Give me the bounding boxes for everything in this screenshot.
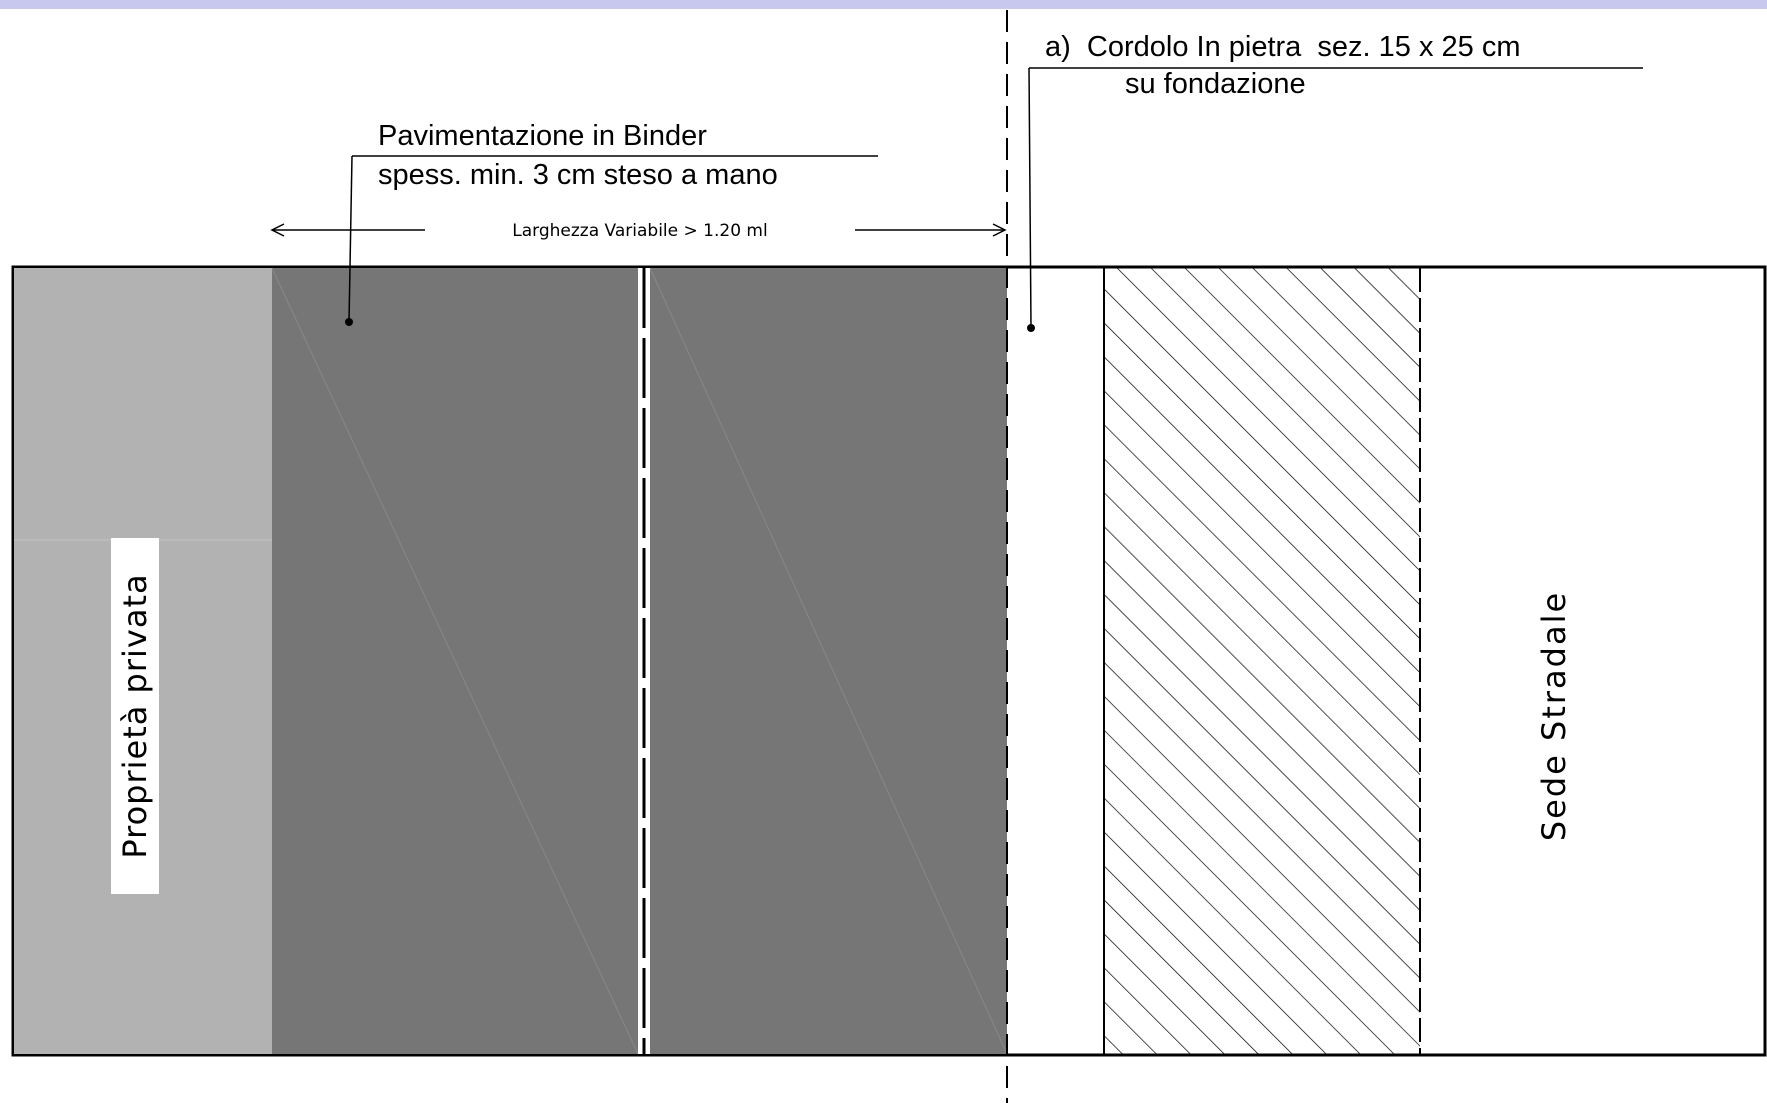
binder-label-line2: spess. min. 3 cm steso a mano — [378, 159, 778, 191]
roadway-label: Sede Stradale — [1535, 591, 1573, 841]
binder-label-line1: Pavimentazione in Binder — [378, 120, 707, 152]
cordolo-label-line2: su fondazione — [1125, 68, 1306, 100]
cordolo-leader-dot — [1027, 324, 1035, 332]
curb-hatched-area — [1104, 268, 1420, 1054]
private-property-label: Proprietà privata — [116, 573, 154, 858]
width-dimension-label: Larghezza Variabile > 1.20 ml — [512, 221, 767, 241]
binder-leader-dot — [345, 318, 353, 326]
cordolo-label-line1: a) Cordolo In pietra sez. 15 x 25 cm — [1045, 31, 1521, 63]
